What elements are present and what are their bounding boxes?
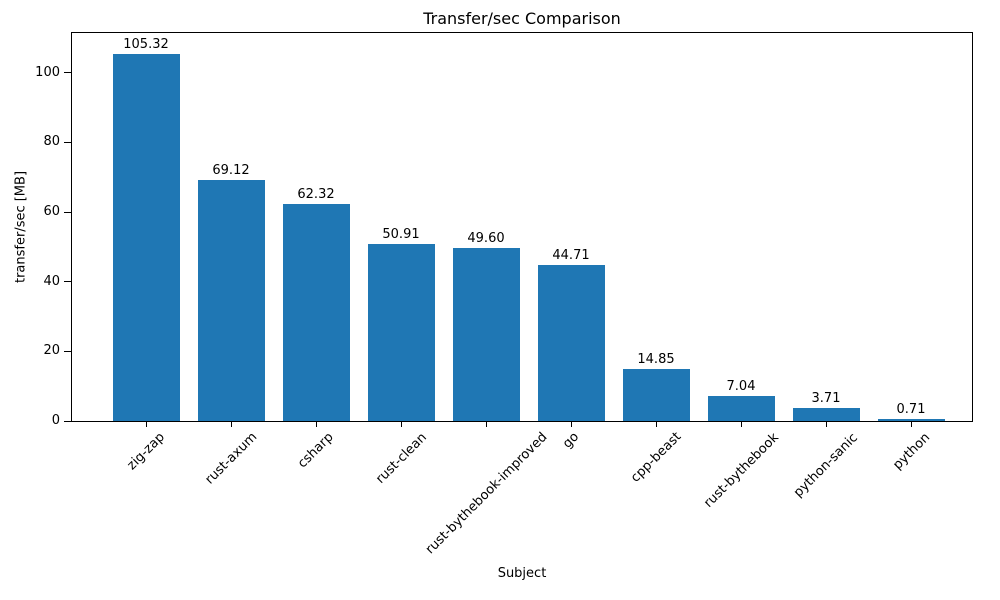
x-tick-label: rust-axum [201,430,260,488]
x-tick [741,421,742,427]
y-tick-label: 60 [43,204,60,220]
y-tick-label: 40 [43,273,60,289]
bar [367,243,435,421]
x-tick [571,421,572,427]
x-tick-label: python [889,429,933,473]
x-tick [316,421,317,427]
bar-value-label: 44.71 [552,248,590,264]
bar-value-label: 49.60 [467,231,505,247]
y-tick-label: 80 [43,134,60,150]
x-tick-label: go [560,429,583,452]
y-tick [64,72,72,74]
x-tick-label: zig-zap [124,429,168,474]
y-tick-label: 20 [43,343,60,359]
bar-value-label: 62.32 [297,186,335,202]
plot-area: 0 20 40 60 80 100 105.32 zig-zap 69.12 rust-axum 6… [35,32,973,557]
x-tick [146,421,147,427]
bar-value-label: 50.91 [382,226,420,242]
y-tick-label: 100 [35,64,60,80]
bar-value-label: 69.12 [212,163,250,179]
x-tick-label: python-sanic [790,430,861,500]
bar [537,265,605,421]
bar [622,369,690,421]
x-tick [486,421,487,427]
x-tick-label: rust-bythebook-improved [422,429,550,558]
x-tick [231,421,232,427]
bar [792,408,860,421]
y-tick [64,350,72,352]
bar [112,54,180,421]
x-tick [911,421,912,427]
bar [197,180,265,421]
bar-value-label: 0.71 [896,401,926,417]
x-tick [656,421,657,427]
bar [282,203,350,421]
chart-title: Transfer/sec Comparison [423,9,621,28]
bar [877,418,945,421]
y-tick [64,281,72,283]
y-tick [64,211,72,213]
x-tick [826,421,827,427]
x-tick-label: rust-bythebook [700,429,782,511]
bar [707,396,775,421]
y-axis-label: transfer/sec [MB] [13,170,29,284]
y-tick-label: 0 [51,413,60,428]
bar-value-label: 105.32 [123,37,169,53]
bar [452,248,520,421]
x-axis-label: Subject [497,566,547,581]
y-tick [64,141,72,143]
bar-value-label: 14.85 [637,352,675,368]
x-tick [401,421,402,427]
bar-value-label: 7.04 [726,379,756,395]
x-tick-label: csharp [295,430,337,472]
x-tick-label: rust-clean [372,429,430,487]
bar-value-label: 3.71 [811,391,841,407]
x-tick-label: cpp-beast [628,429,685,487]
y-tick [64,420,72,422]
